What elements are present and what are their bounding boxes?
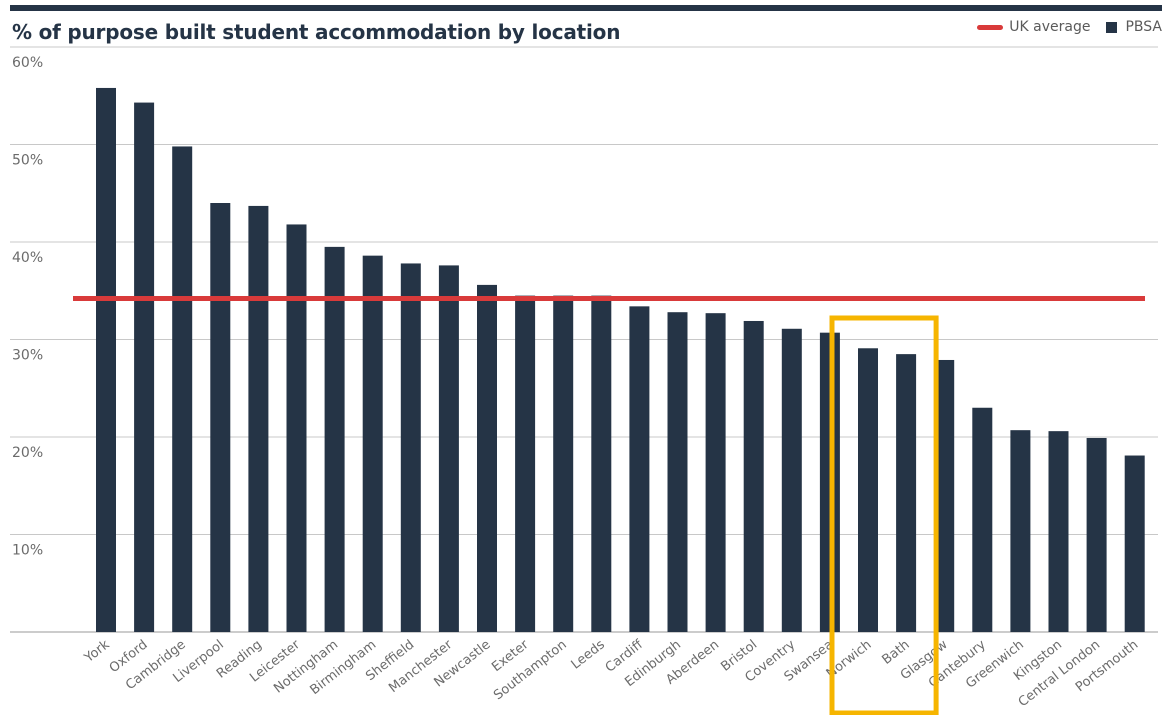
bar xyxy=(248,205,269,633)
bar xyxy=(134,102,155,632)
y-tick-label: 30% xyxy=(12,348,43,364)
bar xyxy=(438,265,459,632)
bar xyxy=(1124,455,1145,632)
y-tick-label: 50% xyxy=(12,153,43,169)
chart-title: % of purpose built student accommodation… xyxy=(12,20,621,44)
bar xyxy=(591,295,612,632)
bar xyxy=(553,295,574,632)
bar xyxy=(629,306,650,632)
bar xyxy=(1086,437,1107,632)
bar xyxy=(858,348,878,632)
bar xyxy=(96,87,116,632)
category-label: Leeds xyxy=(569,637,608,672)
bar xyxy=(286,224,307,632)
top-rule xyxy=(10,5,1162,11)
y-tick-label: 60% xyxy=(12,55,43,71)
bar xyxy=(934,359,955,632)
bar xyxy=(210,203,231,632)
legend-pbsa-label: PBSA xyxy=(1125,19,1162,35)
highlight-box xyxy=(829,315,939,715)
category-label: York xyxy=(81,637,113,666)
bar xyxy=(743,320,764,632)
y-tick-label: 10% xyxy=(12,543,43,559)
legend-uk-average-label: UK average xyxy=(1009,19,1091,35)
bar xyxy=(362,255,383,632)
legend-uk-average-swatch xyxy=(977,24,1004,30)
bar xyxy=(477,284,497,632)
bar xyxy=(1010,430,1031,632)
bar xyxy=(1048,431,1069,632)
bar xyxy=(667,312,688,632)
bar xyxy=(515,295,536,632)
y-tick-label: 20% xyxy=(12,445,43,461)
bar xyxy=(400,263,421,632)
bar xyxy=(705,313,726,632)
bar xyxy=(896,354,917,632)
legend: UK average PBSA xyxy=(977,19,1162,35)
bar xyxy=(324,246,345,632)
bar xyxy=(972,407,993,632)
bar xyxy=(781,328,802,632)
bar xyxy=(172,146,193,632)
y-tick-label: 40% xyxy=(12,250,43,266)
legend-pbsa-swatch xyxy=(1106,21,1118,33)
